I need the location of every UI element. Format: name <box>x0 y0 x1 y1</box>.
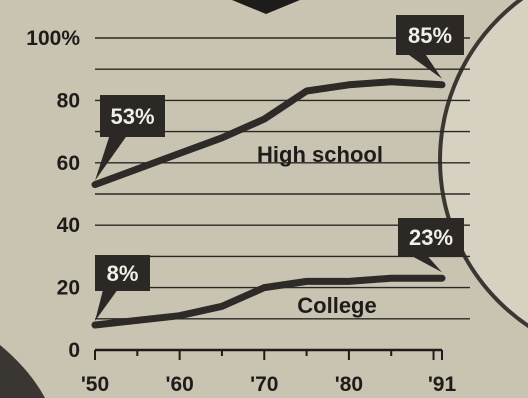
y-tick-label: 60 <box>57 152 80 175</box>
callout-text: 85% <box>408 23 452 48</box>
y-tick-label: 100% <box>26 27 80 50</box>
data-callouts: 53% 85% 8% 23% <box>95 15 464 322</box>
callout-text: 8% <box>107 261 139 286</box>
callout-box <box>95 255 150 291</box>
series-line-high-school <box>91 78 446 189</box>
series-label-high-school: High school <box>257 142 383 167</box>
callout-high-school-1991: 85% <box>396 15 464 79</box>
x-tick-label: '70 <box>250 373 278 396</box>
callout-college-1991: 23% <box>398 218 464 273</box>
x-tick-label: '60 <box>165 373 193 396</box>
callout-pointer <box>406 53 442 79</box>
callout-pointer <box>407 254 442 273</box>
x-tick-label: '50 <box>81 373 109 396</box>
x-tick-label: '91 <box>428 373 457 396</box>
x-tick-label: '80 <box>335 373 363 396</box>
series <box>91 78 446 329</box>
y-tick-label: 20 <box>57 277 80 300</box>
callout-text: 53% <box>110 104 154 129</box>
series-line-college <box>91 274 446 329</box>
callout-box <box>100 95 165 137</box>
callout-pointer <box>95 289 119 322</box>
callout-pointer <box>95 135 128 181</box>
background-wedge-left <box>0 345 45 398</box>
x-axis <box>94 348 443 360</box>
y-tick-label: 40 <box>57 214 80 237</box>
y-tick-label: 0 <box>68 339 80 362</box>
y-axis-labels: 0 20 40 60 80 100% <box>26 27 80 362</box>
callout-text: 23% <box>409 225 453 250</box>
callout-high-school-1950: 53% <box>95 95 165 181</box>
x-axis-labels: '50 '60 '70 '80 '91 <box>81 373 457 396</box>
callout-box <box>398 218 464 256</box>
background-pointer-top <box>232 0 300 14</box>
callout-box <box>396 15 464 55</box>
callout-college-1950: 8% <box>95 255 150 322</box>
y-tick-label: 80 <box>57 89 80 112</box>
series-label-college: College <box>297 293 376 318</box>
